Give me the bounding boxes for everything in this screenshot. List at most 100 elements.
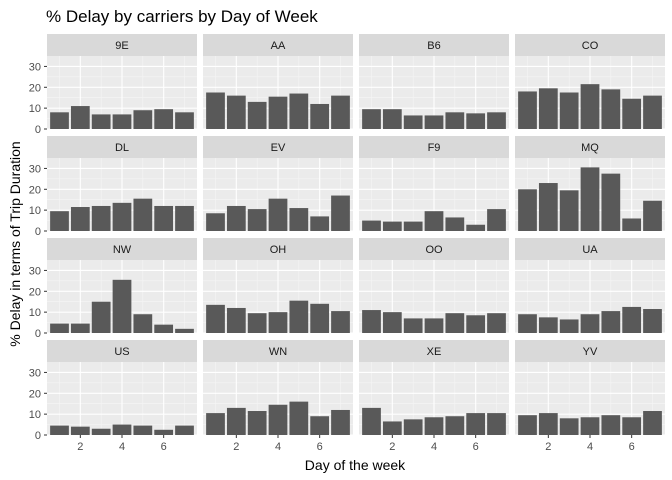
bar [331, 195, 350, 231]
bar [154, 109, 174, 129]
bar [206, 304, 225, 333]
bar [601, 311, 621, 333]
facet-strip [515, 34, 665, 56]
facet-panel: MQ [515, 136, 665, 232]
y-tick-label: 20 [29, 82, 41, 94]
x-tick-label: 6 [629, 441, 635, 453]
bar [622, 218, 642, 231]
y-tick-label: 10 [29, 103, 41, 115]
bar [247, 411, 267, 435]
facet-strip [47, 340, 197, 362]
bar [331, 409, 350, 435]
chart-title: % Delay by carriers by Day of Week [46, 7, 318, 26]
facet-strip [203, 340, 353, 362]
bar [601, 89, 621, 129]
bar [580, 417, 600, 435]
bar [403, 115, 423, 129]
bar [643, 200, 662, 231]
facet-strip [359, 238, 509, 260]
bar [403, 221, 423, 231]
y-tick-label: 20 [29, 388, 41, 400]
bar [362, 310, 381, 333]
bar [445, 313, 465, 333]
bar [538, 88, 558, 129]
bar [133, 425, 153, 435]
facet-strip-label: CO [582, 40, 599, 52]
bar [112, 279, 132, 333]
bar [226, 407, 246, 435]
bar [518, 314, 537, 333]
bar [487, 112, 506, 129]
bar [310, 216, 330, 231]
y-tick-label: 30 [29, 367, 41, 379]
bar [487, 413, 506, 435]
bar [538, 183, 558, 231]
bar [226, 307, 246, 333]
bar [362, 407, 381, 435]
facet-strip [47, 238, 197, 260]
bar [382, 109, 402, 129]
bar [445, 217, 465, 231]
bar [559, 190, 579, 231]
bar [580, 314, 600, 333]
bar [601, 173, 621, 231]
bar [382, 312, 402, 333]
facet-strip [359, 136, 509, 158]
bar [424, 417, 444, 435]
facet-panel: XE 2 4 6 [359, 340, 509, 453]
bar [91, 114, 111, 129]
y-tick-label: 10 [29, 205, 41, 217]
bar [175, 328, 194, 333]
facet-strip-label: F9 [428, 142, 441, 154]
bar [289, 300, 309, 333]
facet-strip-label: B6 [427, 40, 440, 52]
facet-strip-label: WN [269, 346, 287, 358]
bar [247, 209, 267, 231]
bar [133, 314, 153, 333]
bar [91, 205, 111, 231]
facet-panel: US 0 10 20 30 2 4 6 [29, 340, 197, 453]
bar [424, 318, 444, 333]
x-tick-label: 2 [389, 441, 395, 453]
bar [601, 415, 621, 435]
facet-strip [515, 238, 665, 260]
bar [50, 112, 69, 129]
facet-strip [359, 340, 509, 362]
bar [133, 198, 153, 231]
facet-strip [203, 238, 353, 260]
bar [268, 96, 288, 129]
bar [580, 167, 600, 231]
bar [403, 419, 423, 435]
bar [362, 109, 381, 129]
bar [445, 416, 465, 435]
y-tick-label: 0 [35, 430, 41, 442]
bar [518, 415, 537, 435]
bar [559, 92, 579, 129]
bar [91, 428, 111, 435]
facet-strip-label: OH [270, 244, 287, 256]
facet-strip-label: EV [271, 142, 286, 154]
facet-strip-label: XE [427, 346, 442, 358]
bar [91, 301, 111, 333]
bar [154, 324, 174, 333]
bar [133, 110, 153, 129]
bar [206, 213, 225, 231]
bar [622, 417, 642, 435]
y-tick-label: 30 [29, 163, 41, 175]
bar [70, 207, 90, 231]
y-tick-label: 10 [29, 307, 41, 319]
bar [206, 92, 225, 129]
bar [50, 323, 69, 333]
bar [70, 323, 90, 333]
bar [559, 418, 579, 435]
x-tick-label: 4 [275, 441, 281, 453]
bar [538, 317, 558, 333]
facet-strip-label: OO [425, 244, 443, 256]
bar [175, 205, 194, 231]
facet-strip-label: MQ [581, 142, 599, 154]
y-tick-label: 10 [29, 409, 41, 421]
bar [424, 115, 444, 129]
bar [310, 103, 330, 129]
bar [466, 413, 486, 435]
